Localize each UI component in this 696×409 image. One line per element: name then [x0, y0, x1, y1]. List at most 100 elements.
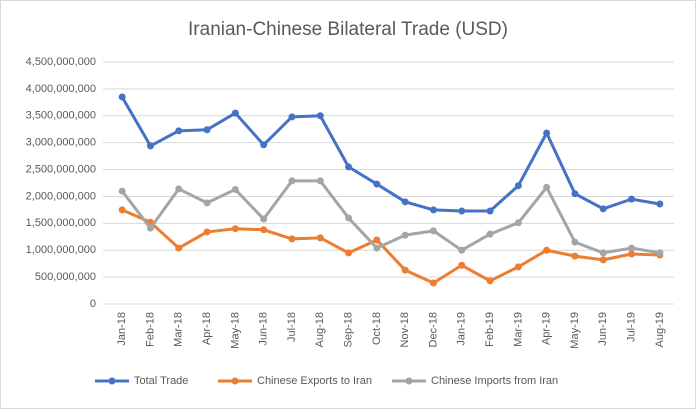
x-tick-label: Dec-18	[427, 312, 439, 347]
data-point	[514, 219, 522, 227]
data-point	[486, 277, 494, 285]
data-point	[628, 195, 636, 203]
data-point	[345, 249, 353, 257]
data-point	[571, 252, 579, 260]
data-point	[260, 141, 268, 149]
x-tick-label: Jun-18	[258, 312, 270, 346]
data-point	[429, 279, 437, 287]
series-line	[120, 179, 661, 255]
data-point	[373, 244, 381, 252]
data-point	[316, 177, 324, 185]
data-point	[260, 215, 268, 223]
data-point	[316, 112, 324, 120]
x-tick-label: Aug-19	[654, 312, 666, 347]
data-point	[288, 177, 296, 185]
data-point	[401, 266, 409, 274]
data-point	[118, 187, 126, 195]
y-tick-label: 3,000,000,000	[26, 137, 96, 149]
y-tick-label: 500,000,000	[35, 271, 96, 283]
data-point	[599, 249, 607, 257]
x-tick-label: Jan-18	[116, 312, 128, 346]
data-point	[543, 246, 551, 254]
x-tick-label: Sep-18	[342, 312, 354, 347]
data-point	[656, 249, 664, 257]
data-point	[203, 228, 211, 236]
x-tick-label: Apr-19	[541, 312, 553, 345]
x-tick-label: Feb-19	[484, 312, 496, 347]
data-point	[486, 230, 494, 238]
data-point	[118, 93, 126, 101]
x-tick-label: Feb-18	[144, 312, 156, 347]
y-tick-label: 2,000,000,000	[26, 190, 96, 202]
y-tick-label: 4,500,000,000	[26, 56, 96, 68]
data-point	[260, 226, 268, 234]
data-point	[486, 207, 494, 215]
legend-marker	[108, 377, 116, 385]
data-point	[288, 235, 296, 243]
data-point	[628, 244, 636, 252]
chart-title: Iranian-Chinese Bilateral Trade (USD)	[188, 19, 508, 40]
data-point	[429, 227, 437, 235]
x-tick-label: Nov-18	[399, 312, 411, 347]
x-tick-label: Jul-19	[625, 312, 637, 342]
x-tick-label: Aug-18	[314, 312, 326, 347]
y-tick-label: 4,000,000,000	[26, 83, 96, 95]
data-point	[146, 224, 154, 232]
y-tick-label: 1,000,000,000	[26, 244, 96, 256]
legend-label: Chinese Imports from Iran	[431, 375, 558, 387]
data-point	[231, 185, 239, 193]
data-point	[571, 190, 579, 198]
x-tick-label: Apr-18	[201, 312, 213, 345]
data-point	[231, 109, 239, 117]
data-point	[175, 185, 183, 193]
data-point	[429, 206, 437, 214]
data-point	[288, 113, 296, 121]
data-point	[656, 200, 664, 208]
legend-marker	[231, 377, 239, 385]
data-point	[175, 127, 183, 135]
data-point	[401, 231, 409, 239]
y-tick-label: 1,500,000,000	[26, 217, 96, 229]
x-tick-label: Jun-19	[597, 312, 609, 346]
data-point	[571, 238, 579, 246]
legend-label: Total Trade	[134, 375, 188, 387]
data-point	[628, 250, 636, 258]
y-tick-label: 3,500,000,000	[26, 110, 96, 122]
data-point	[203, 126, 211, 134]
data-point	[118, 206, 126, 214]
series-line	[121, 208, 660, 285]
data-point	[514, 182, 522, 190]
data-point	[458, 207, 466, 215]
data-point	[316, 234, 324, 242]
data-point	[514, 263, 522, 271]
x-tick-label: Oct-18	[371, 312, 383, 345]
data-point	[231, 225, 239, 233]
legend-marker	[405, 377, 413, 385]
data-point	[373, 180, 381, 188]
x-tick-label: Mar-19	[512, 312, 524, 347]
data-point	[599, 205, 607, 213]
x-tick-label: Mar-18	[173, 312, 185, 347]
series-line	[120, 96, 661, 213]
legend-label: Chinese Exports to Iran	[257, 375, 372, 387]
data-point	[599, 256, 607, 264]
y-tick-label: 0	[90, 298, 96, 310]
data-point	[543, 183, 551, 191]
y-tick-label: 2,500,000,000	[26, 163, 96, 175]
data-point	[373, 236, 381, 244]
data-point	[401, 198, 409, 206]
x-tick-label: Jul-18	[286, 312, 298, 342]
data-point	[458, 261, 466, 269]
x-tick-label: May-18	[229, 312, 241, 349]
data-point	[175, 244, 183, 252]
data-point	[458, 246, 466, 254]
data-point	[543, 129, 551, 137]
data-point	[203, 199, 211, 207]
x-tick-label: Jan-19	[456, 312, 468, 346]
data-point	[345, 214, 353, 222]
x-tick-label: May-19	[569, 312, 581, 349]
data-point	[345, 163, 353, 171]
data-point	[146, 142, 154, 150]
